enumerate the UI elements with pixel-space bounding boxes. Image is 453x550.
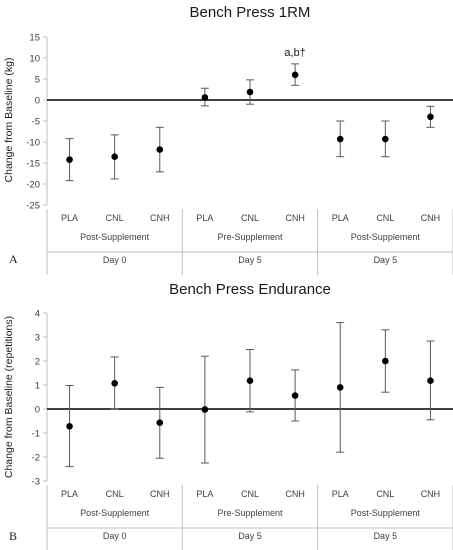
chart2-y-tick-label: 0 [35,405,40,416]
chart1-y-tick-label: -20 [26,180,40,191]
chart1-y-tick-label: 10 [29,54,40,65]
chart2-panel-label: B [9,529,17,543]
chart2-data-point [336,384,344,391]
chart1-category-label: PLA [61,213,78,223]
chart1-y-tick-label: -15 [26,159,40,170]
chart1-y-tick-label: -5 [32,117,40,128]
chart1-day-label: Day 5 [374,255,398,265]
chart2-data-point [382,357,389,365]
chart2-group-label: Post-Supplement [80,508,150,518]
chart2-y-tick-label: 2 [35,357,40,368]
chart1-category-label: PLA [196,213,213,223]
chart1-y-tick-label: -25 [26,201,40,212]
chart2-data-point [291,392,299,399]
chart1-data-point [427,113,434,121]
chart1-data-point [246,88,254,96]
chart2-y-tick-label: 1 [35,381,40,392]
chart2-title: Bench Press Endurance [169,281,331,298]
chart1-group-label: Pre-Supplement [217,232,283,242]
chart2-data-point [427,377,434,384]
chart2-y-tick-label: 4 [35,309,40,320]
chart1-category-label: CNH [421,213,441,223]
chart1-day-label: Day 5 [238,255,262,265]
chart2-group-label: Post-Supplement [351,508,421,518]
chart2-day-label: Day 5 [238,531,262,541]
chart2-y-tick-label: -1 [32,429,40,440]
chart1-y-axis-label: Change from Baseline (kg) [3,58,15,183]
chart1-group-label: Post-Supplement [80,232,150,242]
chart2-category-label: CNL [376,489,394,499]
chart1-y-tick-label: -10 [26,138,40,149]
chart1-data-point [291,71,299,79]
chart1-data-point [66,156,73,163]
chart1-data-point [111,153,118,160]
chart1-day-label: Day 0 [103,255,127,265]
chart2-day-label: Day 0 [103,531,127,541]
chart1-y-tick-label: 5 [35,75,40,86]
chart1-data-point [336,135,344,143]
chart1-title: Bench Press 1RM [190,4,311,21]
chart1-y-tick-label: 15 [29,33,40,44]
chart1-data-point [201,94,209,101]
chart2-category-label: CNL [241,489,259,499]
chart2-data-point [246,377,254,384]
chart1-annotation: a,b† [284,47,305,59]
chart2-category-label: PLA [332,489,349,499]
chart2-data-point [201,406,209,413]
chart2-y-tick-label: 3 [35,333,40,344]
chart1-group-label: Post-Supplement [351,232,421,242]
chart2-y-tick-label: -2 [32,453,40,464]
chart1-category-label: PLA [332,213,349,223]
chart1-panel-label: A [9,252,18,266]
chart2-category-label: CNH [150,489,170,499]
chart2-group-label: Pre-Supplement [217,508,283,518]
chart1-category-label: CNL [106,213,124,223]
chart1-data-point [382,135,389,143]
chart2-category-label: CNL [106,489,124,499]
chart1-data-point [156,146,164,153]
chart2-y-axis-label: Change from Baseline (repetitions) [3,316,15,478]
chart2-y-tick-label: -3 [32,477,40,488]
chart2-data-point [156,419,164,426]
chart2-data-point [66,422,73,430]
chart2-category-label: CNH [421,489,441,499]
chart2-category-label: PLA [196,489,213,499]
chart2-category-label: PLA [61,489,78,499]
chart2-category-label: CNH [285,489,305,499]
chart2-data-point [111,380,118,387]
chart1-category-label: CNH [285,213,305,223]
chart1-category-label: CNH [150,213,170,223]
chart2-day-label: Day 5 [374,531,398,541]
chart1-y-tick-label: 0 [35,96,40,107]
chart1-category-label: CNL [376,213,394,223]
chart1-category-label: CNL [241,213,259,223]
